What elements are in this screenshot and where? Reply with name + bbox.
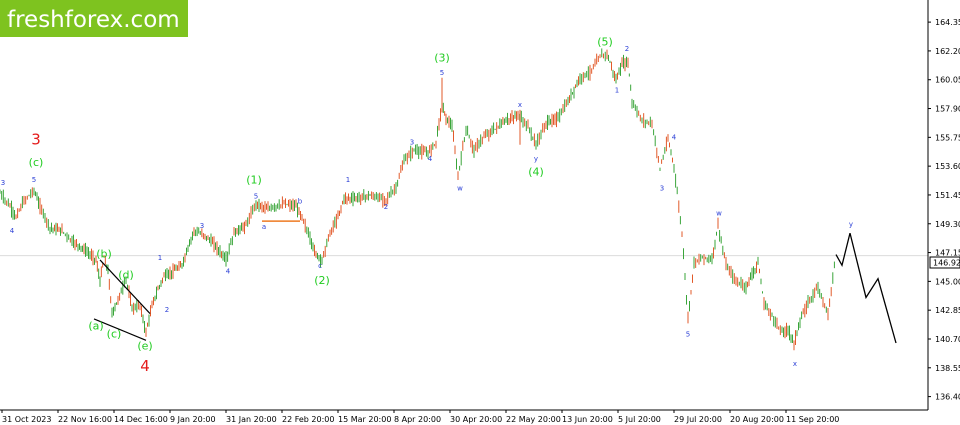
x-tick-label: 20 Aug 20:00 <box>730 415 784 424</box>
wave-label: 4 <box>428 155 433 163</box>
wave-label: (d) <box>118 269 134 282</box>
wave-labels: 3 (c) 5 3 4 (b) (d) (a) (c) (e) 4 1 2 3 4 (1) 5 a b c (2) 1 2 3… <box>1 36 853 376</box>
x-tick-label: 31 Jan 20:00 <box>226 415 277 424</box>
wave-label: 2 <box>384 203 388 211</box>
wave-label: 1 <box>615 86 619 94</box>
wave-label: (e) <box>137 340 152 353</box>
x-tick-label: 15 Mar 20:00 <box>338 415 391 424</box>
wave-label: (c) <box>29 156 44 169</box>
wave-label: (a) <box>88 320 103 333</box>
wave-label: 5 <box>440 69 444 77</box>
forecast-path <box>835 232 897 344</box>
y-tick-label: 155.75 <box>935 133 960 142</box>
current-price-tag: 146.92 <box>929 256 960 269</box>
wave-label: w <box>716 210 722 218</box>
wave-label: 5 <box>686 330 690 338</box>
y-tick-label: 142.85 <box>935 306 960 315</box>
y-tick-label: 138.55 <box>935 364 960 373</box>
wave-label: 2 <box>625 45 629 53</box>
y-tick-label: 136.40 <box>935 393 960 402</box>
wave-label: 2 <box>165 306 169 314</box>
wave-label: (4) <box>528 166 544 179</box>
x-tick-label: 22 May 20:00 <box>506 415 561 424</box>
triangle-lower-line <box>93 318 147 341</box>
x-tick-label: 22 Nov 16:00 <box>58 415 112 424</box>
wave-label: 5 <box>254 192 258 200</box>
y-tick-label: 160.05 <box>935 76 960 85</box>
x-tick-label: 14 Dec 16:00 <box>114 415 168 424</box>
wave-label: (5) <box>597 36 613 49</box>
x-tick-label: 5 Jul 20:00 <box>618 415 661 424</box>
y-tick-label: 162.20 <box>935 47 960 56</box>
current-price-box <box>929 256 960 269</box>
wave-label: y <box>849 220 853 228</box>
wave-label: x <box>793 360 797 368</box>
x-tick-label: 11 Sep 20:00 <box>786 415 839 424</box>
logo-text: freshforex.com <box>7 7 180 33</box>
wave-label: 4 <box>226 267 231 275</box>
y-tick-label: 149.30 <box>935 220 960 229</box>
plot-area <box>0 48 928 351</box>
y-tick-label: 153.60 <box>935 162 960 171</box>
wave-label: 4 <box>672 133 677 141</box>
wave-label: w <box>457 184 463 192</box>
x-tick-label: 8 Apr 20:00 <box>394 415 441 424</box>
wave-label: 5 <box>32 176 36 184</box>
wave-label: 3 <box>200 222 204 230</box>
wave-label: (c) <box>107 328 122 341</box>
wave-label: 3 <box>31 131 41 149</box>
x-tick-label: 13 Jun 20:00 <box>562 415 613 424</box>
x-tick-label: 31 Oct 2023 <box>2 415 51 424</box>
wave-label: x <box>518 101 522 109</box>
logo-background <box>0 0 188 37</box>
wave-label: c <box>318 262 322 270</box>
y-tick-label: 147.15 <box>935 249 960 258</box>
y-tick-label: 151.45 <box>935 191 960 200</box>
wave-label: 4 <box>140 357 150 375</box>
wave-label: 1 <box>346 176 350 184</box>
wave-label: b <box>298 198 303 206</box>
wave-label: 3 <box>1 179 5 187</box>
wave-label: (2) <box>314 274 330 287</box>
y-tick-label: 140.70 <box>935 335 960 344</box>
y-tick-label: 164.35 <box>935 18 960 27</box>
x-tick-label: 30 Apr 20:00 <box>450 415 502 424</box>
x-tick-label: 29 Jul 20:00 <box>674 415 722 424</box>
wave-label: y <box>534 155 538 163</box>
wave-label: 3 <box>660 184 664 192</box>
wave-label: 1 <box>158 254 162 262</box>
y-tick-label: 145.00 <box>935 277 960 286</box>
current-price-label: 146.92 <box>933 259 960 268</box>
logo: freshforex.com <box>0 0 188 37</box>
x-tick-label: 9 Jan 20:00 <box>170 415 216 424</box>
wave-label: (1) <box>246 174 262 187</box>
triangle-upper-line <box>99 259 151 314</box>
wave-label: 4 <box>10 227 15 235</box>
y-tick-label: 157.90 <box>935 105 960 114</box>
wave-label: a <box>262 223 266 231</box>
x-tick-label: 22 Feb 20:00 <box>282 415 334 424</box>
wave-label: (3) <box>434 52 450 65</box>
wave-label: 3 <box>410 139 414 147</box>
wave-label: (b) <box>96 247 112 260</box>
